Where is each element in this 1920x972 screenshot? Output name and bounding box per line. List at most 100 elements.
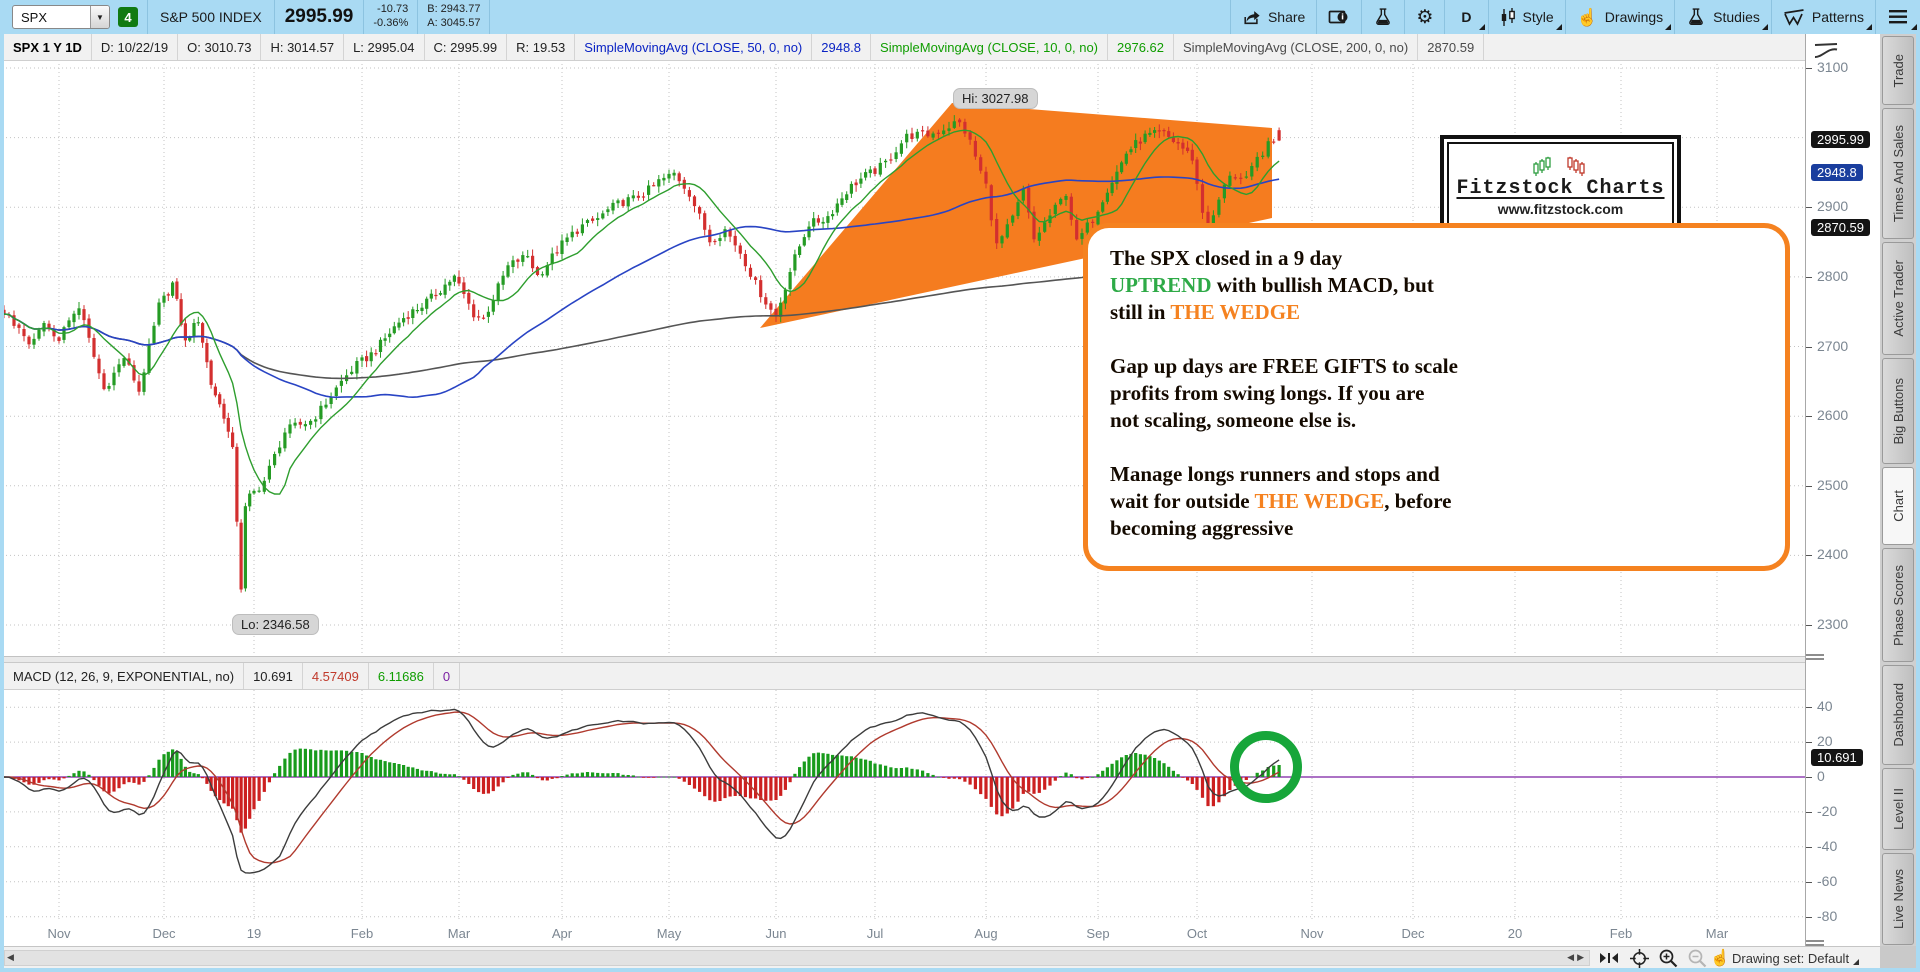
sma50-label: SimpleMovingAvg (CLOSE, 50, 0, no)	[575, 34, 813, 60]
sidebar-tab-chart[interactable]: Chart	[1882, 467, 1914, 546]
annotation-text: The SPX closed in a 9 day	[1110, 246, 1343, 270]
corporate-actions-button[interactable]	[1317, 0, 1361, 34]
macd-diff: 6.11686	[369, 663, 434, 689]
watchlist-badge[interactable]: 4	[118, 7, 138, 27]
sidebar-tab-big-buttons[interactable]: Big Buttons	[1882, 358, 1914, 465]
ohlc-open: O: 3010.73	[178, 34, 262, 60]
macd-histogram	[2, 748, 1281, 833]
sidebar-tab-live-news[interactable]: Live News	[1882, 853, 1914, 946]
annotation-text: Manage longs runners and stops and	[1110, 462, 1440, 486]
expand-view-button[interactable]	[1596, 947, 1622, 969]
flag-info-icon	[1328, 10, 1348, 23]
ohlc-range: R: 19.53	[507, 34, 576, 60]
chart-menu-button[interactable]	[1876, 0, 1920, 34]
year-high-label: Hi: 3027.98	[953, 88, 1038, 109]
zoom-in-button[interactable]	[1654, 947, 1682, 969]
sidebar-tab-level-ii[interactable]: Level II	[1882, 767, 1914, 850]
axis-resize-grip[interactable]	[1806, 938, 1824, 948]
annotation-text: not scaling, someone else is.	[1110, 408, 1357, 432]
price-axis[interactable]: 3100 2900 2800 2700 2600 2500 2400 2300 2995.99 2…	[1805, 34, 1881, 946]
style-button[interactable]: Style	[1489, 0, 1565, 34]
logo-url: www.fitzstock.com	[1497, 201, 1624, 217]
analyze-button[interactable]	[1362, 0, 1404, 34]
divider	[1564, 0, 1566, 34]
divider	[489, 0, 491, 34]
month-label: Nov	[47, 926, 71, 941]
horizontal-scrollbar[interactable]: ◀ ◀▶	[4, 950, 1590, 966]
sidebar-tab-times-and-sales[interactable]: Times And Sales	[1882, 107, 1914, 239]
annotation-text: profits from swing longs. If you are	[1110, 381, 1425, 405]
macd-tick: -40	[1817, 838, 1838, 854]
annotation-note[interactable]: The SPX closed in a 9 day UPTREND with bu…	[1083, 223, 1790, 571]
scroll-left-icon[interactable]: ◀	[7, 952, 14, 962]
crosshair-button[interactable]	[1626, 947, 1652, 969]
sidebar-tab-dashboard[interactable]: Dashboard	[1882, 664, 1914, 765]
macd-tick: -80	[1817, 908, 1838, 924]
macd-badge: 10.691	[1811, 749, 1863, 766]
studies-button[interactable]: Studies	[1675, 0, 1771, 34]
wedge-drawing	[760, 103, 1272, 328]
price-tick: 3100	[1817, 59, 1849, 75]
logo-name: Fitzstock Charts	[1456, 177, 1665, 200]
sidebar-tab-label: Chart	[1890, 490, 1906, 523]
macd-chart-canvas[interactable]	[0, 688, 1805, 922]
pane-divider[interactable]	[0, 656, 1805, 663]
last-price: 2995.99	[284, 6, 354, 27]
scroll-arrows-icon[interactable]: ◀▶	[1567, 952, 1587, 962]
divider	[1229, 0, 1231, 34]
window-frame-bottom	[0, 968, 1920, 972]
sidebar-tab-label: Level II	[1890, 787, 1906, 830]
price-chart-canvas[interactable]	[0, 60, 1805, 656]
divider	[273, 0, 275, 34]
ohlc-low: L: 2995.04	[344, 34, 425, 60]
divider	[1487, 0, 1489, 34]
divider	[1674, 0, 1676, 34]
ohlc-high: H: 3014.57	[261, 34, 345, 60]
month-label: Nov	[1300, 926, 1324, 941]
divider	[417, 0, 419, 34]
settings-button[interactable]: ⚙	[1405, 0, 1444, 34]
year-low-label: Lo: 2346.58	[232, 614, 319, 635]
symbol-dropdown-icon[interactable]: ▼	[90, 6, 109, 28]
sidebar-tab-phase-scores[interactable]: Phase Scores	[1882, 548, 1914, 662]
patterns-button[interactable]: Patterns	[1772, 0, 1875, 34]
price-badge: 2870.59	[1811, 219, 1870, 236]
symbol-input[interactable]: SPX ▼	[12, 5, 110, 29]
macd-signal-line	[4, 711, 1280, 864]
sidebar-tab-label: Big Buttons	[1890, 377, 1906, 445]
sma10-label: SimpleMovingAvg (CLOSE, 10, 0, no)	[871, 34, 1109, 60]
time-axis: Nov Dec 19 Feb Mar Apr May Jun Jul Aug Sep Oct Nov De…	[0, 922, 1805, 946]
drawings-button[interactable]: ☝ Drawings	[1566, 0, 1675, 34]
price-tick: 2700	[1817, 338, 1849, 354]
pane-resize-grip[interactable]	[1806, 652, 1824, 662]
price-tick: 2500	[1817, 477, 1849, 493]
bid-ask: B: 2943.77 A: 3045.57	[427, 3, 481, 29]
price-tick: 2800	[1817, 268, 1849, 284]
month-label: Dec	[1401, 926, 1425, 941]
corner-block	[1880, 946, 1920, 968]
share-button[interactable]: Share	[1231, 0, 1316, 34]
month-label: Aug	[974, 926, 998, 941]
sma200-value: 2870.59	[1418, 34, 1485, 60]
chart-header: SPX 1 Y 1D D: 10/22/19 O: 3010.73 H: 301…	[4, 34, 1805, 61]
annotation-text: THE WEDGE	[1254, 489, 1385, 513]
zoom-out-button[interactable]	[1683, 947, 1711, 969]
macd-highlight-circle[interactable]	[1230, 731, 1302, 803]
macd-tick: 40	[1817, 698, 1833, 714]
fitzstock-logo: Fitzstock Charts www.fitzstock.com	[1440, 135, 1681, 238]
timeframe-button[interactable]: D	[1445, 0, 1487, 34]
drawing-set-selector[interactable]: Drawing set: Default	[1732, 947, 1869, 969]
sidebar-tab-trade[interactable]: Trade	[1882, 36, 1914, 105]
chart-title: SPX 1 Y 1D	[4, 34, 92, 60]
macd-value-line	[3, 708, 1280, 874]
price-tick: 2400	[1817, 546, 1849, 562]
divider	[363, 0, 365, 34]
macd-value: 10.691	[244, 663, 303, 689]
auto-scale-icon[interactable]	[1812, 40, 1840, 62]
divider	[1404, 0, 1406, 34]
price-badge: 2948.8	[1811, 164, 1863, 181]
flask-icon	[1376, 8, 1391, 26]
sidebar-tab-active-trader[interactable]: Active Trader	[1882, 241, 1914, 356]
candles	[2, 115, 1281, 593]
pan-hand-button[interactable]: ☝	[1710, 950, 1730, 967]
